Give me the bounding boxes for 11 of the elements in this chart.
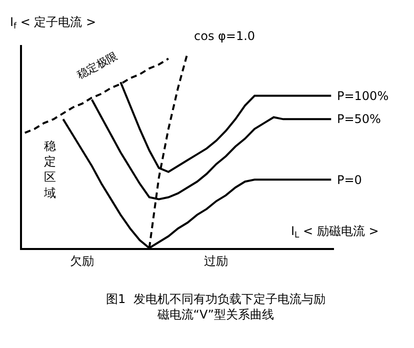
series-label: P=0 [337,173,362,187]
caption: 图1 发电机不同有功负载下定子电流与励磁电流“V”型关系曲线 [106,292,326,322]
x-axis-title: I$_{L}$ < 励磁电流 > [291,224,379,240]
text: 过励 [204,254,228,268]
y-axis-title: I$_{f}$ < 定子电流 > [10,15,96,31]
text: 稳定极限 [74,50,120,82]
series-label: cos φ=1.0 [194,29,256,43]
annotation: 稳定区域 [43,139,56,200]
series-label: P=50% [337,112,381,126]
text: 欠励 [70,254,94,268]
series-label: P=100% [337,89,389,103]
